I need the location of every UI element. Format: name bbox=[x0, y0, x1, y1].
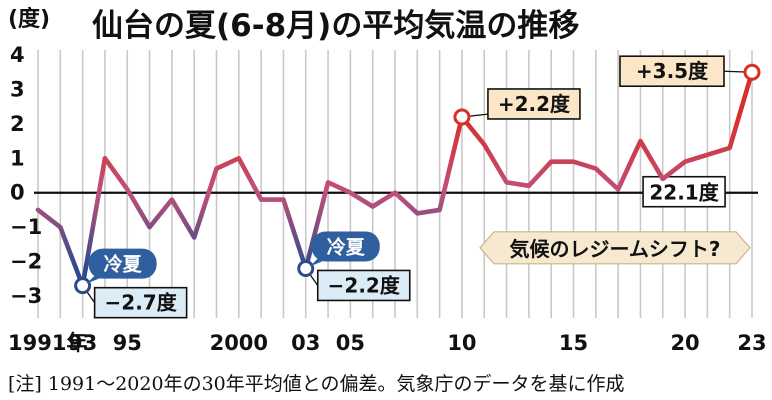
x-tick-label: 03 bbox=[291, 331, 320, 355]
y-tick-label: 3 bbox=[10, 77, 25, 101]
annotation-marker bbox=[743, 63, 761, 81]
annotation-label: +3.5度 bbox=[636, 59, 709, 83]
annotation-label: −2.2度 bbox=[328, 273, 401, 297]
y-tick-label: −2 bbox=[10, 250, 42, 274]
y-tick-label: 4 bbox=[10, 43, 25, 67]
y-axis-unit: (度) bbox=[8, 6, 50, 32]
x-tick-label: 2000 bbox=[210, 331, 268, 355]
x-tick-label: 10 bbox=[447, 331, 476, 355]
y-tick-label: 0 bbox=[10, 181, 25, 205]
annotations: −2.7度 冷夏 −2.2度 冷夏 +2.2度 +3.5度 bbox=[74, 55, 761, 319]
x-tick-label: 1991年 bbox=[8, 331, 87, 355]
baseline-label: 22.1度 bbox=[649, 181, 719, 205]
y-tick-label: 2 bbox=[10, 112, 25, 136]
annotation-box bbox=[316, 269, 411, 302]
chart-title: 仙台の夏(6-8月)の平均気温の推移 bbox=[92, 8, 579, 44]
annotation-marker bbox=[297, 259, 315, 277]
series-line bbox=[35, 69, 755, 288]
x-tick-label: 15 bbox=[559, 331, 588, 355]
callout-label: 気候のレジームシフト? bbox=[509, 237, 720, 261]
annotation-box bbox=[93, 286, 188, 319]
regime-shift-callout: 気候のレジームシフト? bbox=[479, 231, 751, 265]
x-tick-label: 93 bbox=[68, 331, 97, 355]
speech-bubble-label: 冷夏 bbox=[327, 235, 366, 258]
speech-bubble-label: 冷夏 bbox=[104, 253, 143, 276]
x-tick-label: 20 bbox=[670, 331, 699, 355]
y-tick-labels: 4 3 2 1 0 −1 −2 −3 bbox=[10, 43, 42, 308]
annotation-label: +2.2度 bbox=[498, 92, 571, 116]
speech-bubble bbox=[311, 231, 380, 262]
annotation-label: −2.7度 bbox=[105, 291, 178, 315]
annotation-marker bbox=[74, 277, 92, 295]
annotation-marker bbox=[453, 108, 471, 126]
temperature-line bbox=[35, 69, 755, 288]
x-tick-label: 05 bbox=[336, 331, 365, 355]
footnote: [注] 1991〜2020年の30年平均値との偏差。気象庁のデータを基に作成 bbox=[8, 373, 625, 395]
x-tick-label: 23 bbox=[737, 331, 766, 355]
callout-shape bbox=[479, 231, 751, 265]
y-tick-label: 1 bbox=[10, 146, 25, 170]
y-tick-label: −3 bbox=[10, 284, 42, 308]
baseline-label-box bbox=[642, 175, 726, 208]
speech-bubble bbox=[88, 248, 157, 279]
annotation-box bbox=[619, 55, 725, 88]
x-tick-label: 95 bbox=[113, 331, 142, 355]
annotation-box bbox=[487, 88, 581, 120]
y-tick-label: −1 bbox=[10, 215, 42, 239]
